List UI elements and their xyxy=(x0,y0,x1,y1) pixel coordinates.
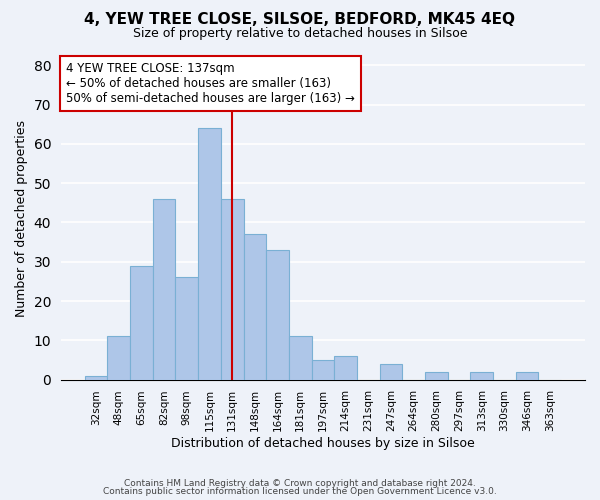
Text: Size of property relative to detached houses in Silsoe: Size of property relative to detached ho… xyxy=(133,28,467,40)
X-axis label: Distribution of detached houses by size in Silsoe: Distribution of detached houses by size … xyxy=(171,437,475,450)
Bar xyxy=(266,250,289,380)
Bar xyxy=(311,360,334,380)
Bar xyxy=(153,199,175,380)
Bar xyxy=(175,278,198,380)
Bar xyxy=(244,234,266,380)
Bar xyxy=(107,336,130,380)
Bar xyxy=(380,364,403,380)
Bar xyxy=(470,372,493,380)
Bar xyxy=(198,128,221,380)
Text: Contains HM Land Registry data © Crown copyright and database right 2024.: Contains HM Land Registry data © Crown c… xyxy=(124,478,476,488)
Bar xyxy=(289,336,311,380)
Bar xyxy=(425,372,448,380)
Y-axis label: Number of detached properties: Number of detached properties xyxy=(15,120,28,317)
Text: Contains public sector information licensed under the Open Government Licence v3: Contains public sector information licen… xyxy=(103,487,497,496)
Bar xyxy=(516,372,538,380)
Bar xyxy=(130,266,153,380)
Text: 4 YEW TREE CLOSE: 137sqm
← 50% of detached houses are smaller (163)
50% of semi-: 4 YEW TREE CLOSE: 137sqm ← 50% of detach… xyxy=(66,62,355,106)
Text: 4, YEW TREE CLOSE, SILSOE, BEDFORD, MK45 4EQ: 4, YEW TREE CLOSE, SILSOE, BEDFORD, MK45… xyxy=(85,12,515,28)
Bar xyxy=(221,199,244,380)
Bar xyxy=(85,376,107,380)
Bar xyxy=(334,356,357,380)
